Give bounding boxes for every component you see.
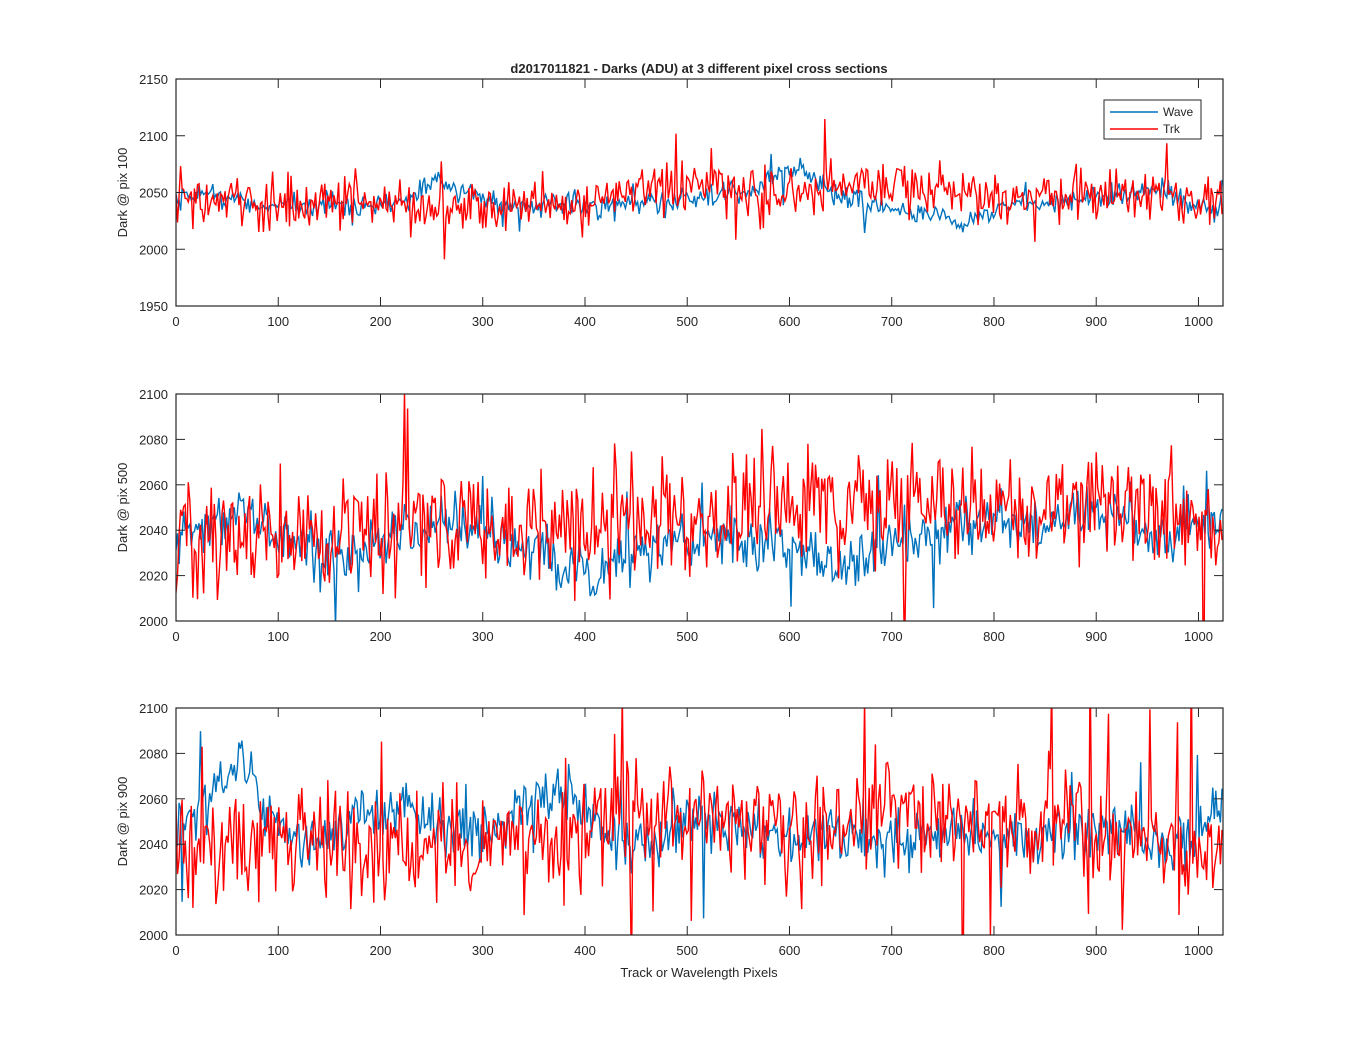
y-tick-label: 2040 xyxy=(139,837,168,852)
y-tick-label: 2060 xyxy=(139,478,168,493)
x-tick-label: 700 xyxy=(881,943,903,958)
x-tick-label: 800 xyxy=(983,314,1005,329)
x-tick-label: 900 xyxy=(1085,943,1107,958)
subplot-2-ylabel: Dark @ pix 500 xyxy=(115,463,130,553)
series-line-trk xyxy=(176,394,1223,621)
axes-box xyxy=(175,707,1224,936)
y-tick-label: 2080 xyxy=(139,432,168,447)
x-tick-label: 0 xyxy=(172,629,179,644)
legend-wave-label: Wave xyxy=(1163,105,1194,119)
x-tick-label: 300 xyxy=(472,943,494,958)
x-tick-label: 400 xyxy=(574,629,596,644)
y-tick-label: 2150 xyxy=(139,72,168,87)
x-tick-label: 600 xyxy=(779,314,801,329)
series-group xyxy=(176,118,1223,260)
legend-box xyxy=(1103,99,1202,140)
y-tick-label: 2020 xyxy=(139,569,168,584)
subplot-pix-500: 0 100 200 300 400 500 600 700 800 900 1000 2000 2020… xyxy=(115,387,1224,644)
x-tick-label: 600 xyxy=(779,629,801,644)
legend-trk-label: Trk xyxy=(1163,122,1181,136)
x-tick-label: 900 xyxy=(1085,314,1107,329)
subplot-pix-100: 0 100 200 300 400 500 600 700 800 900 1000 1950 2000… xyxy=(115,72,1224,329)
x-tick-label: 500 xyxy=(676,314,698,329)
x-tick-label: 1000 xyxy=(1184,629,1213,644)
x-tick-label: 0 xyxy=(172,943,179,958)
x-tick-label: 100 xyxy=(267,314,289,329)
y-tick-label: 2040 xyxy=(139,523,168,538)
x-tick-label: 700 xyxy=(881,629,903,644)
x-tick-label: 1000 xyxy=(1184,943,1213,958)
x-tick-label: 300 xyxy=(472,629,494,644)
shared-xlabel: Track or Wavelength Pixels xyxy=(620,965,778,980)
x-tick-label: 600 xyxy=(779,943,801,958)
x-tick-label: 400 xyxy=(574,314,596,329)
y-tick-label: 2060 xyxy=(139,792,168,807)
series-line-trk xyxy=(176,708,1223,935)
y-tick-label: 2100 xyxy=(139,701,168,716)
axes-box xyxy=(175,393,1224,622)
y-tick-label: 2000 xyxy=(139,242,168,257)
subplot-3-ylabel: Dark @ pix 900 xyxy=(115,777,130,867)
series-group xyxy=(176,394,1223,621)
x-tick-label: 500 xyxy=(676,629,698,644)
x-tick-label: 200 xyxy=(370,314,392,329)
x-tick-label: 200 xyxy=(370,943,392,958)
x-tick-label: 700 xyxy=(881,314,903,329)
y-tick-label: 2000 xyxy=(139,614,168,629)
series-group xyxy=(176,708,1223,935)
y-tick-label: 2050 xyxy=(139,186,168,201)
y-tick-label: 2000 xyxy=(139,928,168,943)
x-tick-label: 300 xyxy=(472,314,494,329)
y-tick-label: 2080 xyxy=(139,746,168,761)
x-tick-label: 400 xyxy=(574,943,596,958)
series-line-trk xyxy=(176,118,1223,260)
y-tick-label: 2100 xyxy=(139,129,168,144)
x-tick-label: 200 xyxy=(370,629,392,644)
subplot-1-ylabel: Dark @ pix 100 xyxy=(115,148,130,238)
subplot-pix-900: 0 100 200 300 400 500 600 700 800 900 1000 2000 2020… xyxy=(115,701,1224,958)
x-tick-label: 0 xyxy=(172,314,179,329)
figure-title: d2017011821 - Darks (ADU) at 3 different… xyxy=(510,61,887,76)
series-line-wave xyxy=(176,153,1223,234)
y-tick-label: 2020 xyxy=(139,883,168,898)
y-tick-label: 2100 xyxy=(139,387,168,402)
x-tick-label: 1000 xyxy=(1184,314,1213,329)
x-tick-label: 100 xyxy=(267,629,289,644)
subplot-1-legend[interactable]: Wave Trk xyxy=(1103,99,1202,140)
x-tick-label: 800 xyxy=(983,629,1005,644)
series-line-wave xyxy=(176,731,1223,919)
x-tick-label: 900 xyxy=(1085,629,1107,644)
x-tick-label: 800 xyxy=(983,943,1005,958)
x-tick-label: 500 xyxy=(676,943,698,958)
y-tick-label: 1950 xyxy=(139,299,168,314)
x-tick-label: 100 xyxy=(267,943,289,958)
